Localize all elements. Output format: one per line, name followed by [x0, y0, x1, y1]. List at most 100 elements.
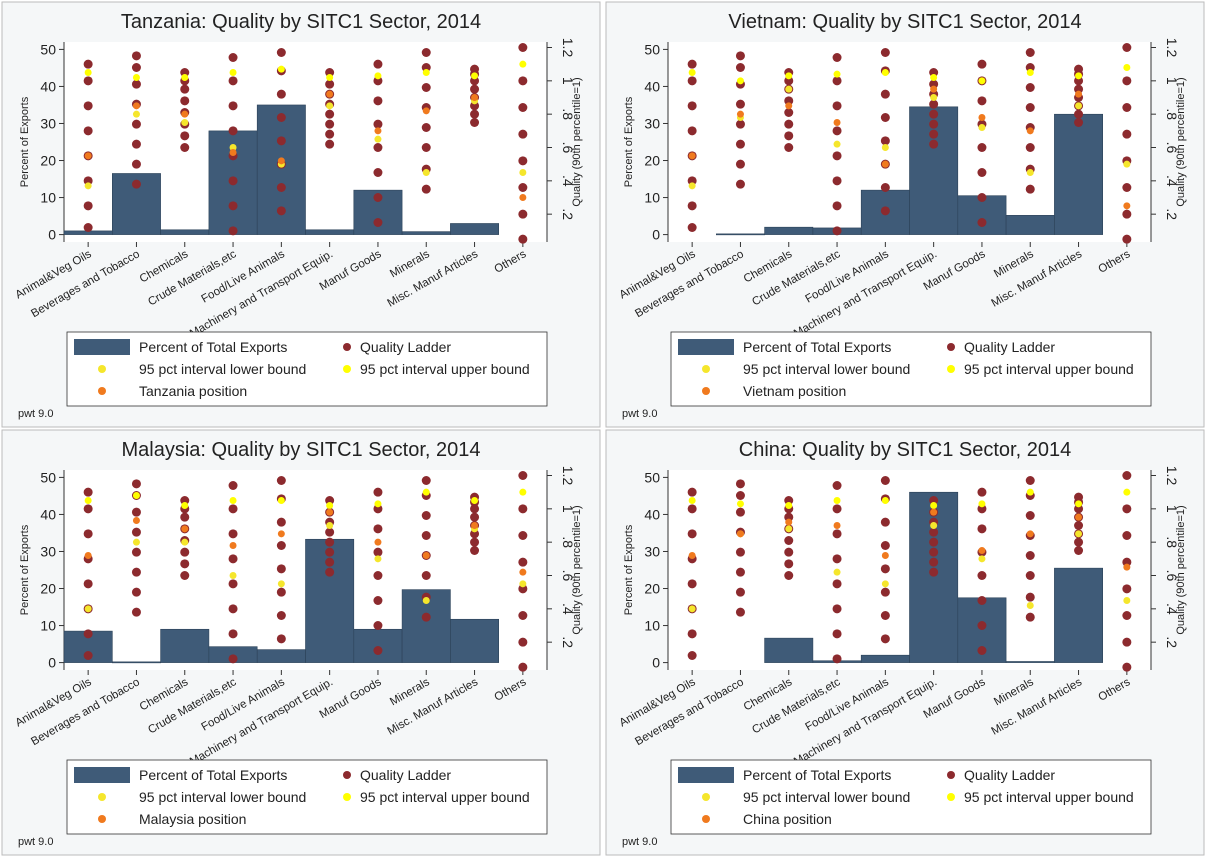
marker-dot [84, 552, 92, 559]
marker-dot [881, 69, 889, 76]
ladder-dot [977, 504, 987, 514]
ladder-dot [325, 537, 335, 547]
ladder-dot [325, 109, 335, 119]
y-tick-label: 30 [644, 115, 660, 131]
legend-swatch [702, 365, 710, 373]
ladder-dot [1122, 43, 1132, 52]
ladder-dot [131, 139, 141, 149]
legend-label: 95 pct interval upper bound [964, 789, 1134, 805]
ladder-dot [832, 226, 842, 236]
chart-panel: Malaysia: Quality by SITC1 Sector, 2014 0… [1, 429, 601, 856]
marker-dot [833, 568, 841, 576]
marker-dot [277, 530, 285, 538]
y-tick-label: 50 [40, 469, 56, 485]
chart-panel: China: Quality by SITC1 Sector, 2014 0 10 2… [605, 429, 1205, 856]
ladder-dot [880, 89, 890, 99]
chart-title: Tanzania: Quality by SITC1 Sector, 2014 [121, 11, 481, 33]
legend-swatch [947, 771, 955, 779]
bar [1054, 567, 1103, 663]
marker-dot [1026, 127, 1034, 135]
legend-label: Percent of Total Exports [743, 339, 891, 355]
ladder-dot [832, 579, 842, 589]
ladder-dot [228, 554, 238, 564]
ladder-dot [880, 634, 890, 644]
ladder-dot [228, 126, 238, 136]
marker-dot [277, 157, 285, 165]
ladder-dot [832, 481, 842, 490]
ladder-dot [518, 637, 528, 647]
marker-dot [688, 605, 696, 613]
ladder-dot [421, 511, 431, 520]
ladder-dot [373, 76, 383, 86]
marker-dot [833, 140, 841, 148]
marker-dot [277, 497, 285, 504]
y2-tick-label: .6 [560, 570, 576, 582]
ladder-dot [131, 527, 141, 537]
ladder-dot [518, 183, 528, 192]
legend-swatch [343, 365, 351, 373]
legend-swatch [98, 365, 106, 373]
legend-label: Percent of Total Exports [743, 767, 891, 783]
marker-dot [471, 94, 479, 101]
y-tick-label: 20 [644, 581, 660, 597]
ladder-dot [325, 527, 335, 537]
ladder-dot [832, 629, 842, 639]
ladder-dot [276, 611, 286, 620]
ladder-dot [977, 524, 987, 534]
ladder-dot [83, 504, 93, 514]
ladder-dot [687, 101, 697, 111]
legend-label: 95 pct interval upper bound [360, 789, 530, 805]
ladder-dot [929, 119, 939, 129]
ladder-dot [518, 584, 528, 594]
ladder-dot [276, 476, 286, 485]
marker-dot [930, 74, 938, 81]
bar [1054, 113, 1103, 235]
ladder-dot [325, 557, 335, 567]
marker-dot [422, 169, 430, 176]
ladder-dot [228, 604, 238, 614]
ladder-dot [1122, 504, 1132, 514]
marker-dot [1123, 64, 1131, 71]
marker-dot [519, 169, 527, 176]
marker-dot [785, 72, 793, 80]
ladder-dot [325, 547, 335, 557]
bar [450, 618, 499, 663]
ladder-dot [470, 76, 480, 86]
legend-label: Quality Ladder [360, 767, 451, 783]
ladder-dot [1074, 64, 1084, 74]
ladder-dot [784, 119, 794, 129]
ladder-dot [832, 504, 842, 514]
ladder-dot [276, 587, 286, 597]
ladder-dot [880, 541, 890, 550]
y2-tick-label: 1.2 [1164, 38, 1180, 58]
ladder-dot [784, 96, 794, 106]
ladder-dot [784, 131, 794, 141]
y2-tick-label: .8 [560, 108, 576, 120]
ladder-dot [228, 579, 238, 589]
marker-dot [422, 107, 430, 115]
y-tick-label: 30 [644, 543, 660, 559]
ladder-dot [1074, 76, 1084, 86]
bar [305, 229, 355, 235]
marker-dot [1075, 513, 1083, 521]
ladder-dot [929, 79, 939, 89]
chart-title: China: Quality by SITC1 Sector, 2014 [739, 439, 1071, 461]
ladder-dot [180, 68, 190, 77]
marker-dot [930, 508, 938, 516]
y2-tick-label: .6 [1164, 142, 1180, 154]
ladder-dot [228, 101, 238, 111]
ladder-dot [1122, 584, 1132, 594]
legend-swatch [343, 343, 351, 351]
ladder-dot [373, 59, 383, 69]
note: pwt 9.0 [18, 408, 53, 420]
bar [401, 231, 451, 235]
ladder-dot [929, 547, 939, 557]
marker-dot [326, 74, 334, 81]
y2-tick-label: 1.2 [1164, 466, 1180, 486]
ladder-dot [735, 607, 745, 617]
legend-label: Quality Ladder [360, 339, 451, 355]
marker-dot [229, 144, 237, 151]
ladder-dot [131, 159, 141, 169]
marker-dot [519, 568, 527, 576]
